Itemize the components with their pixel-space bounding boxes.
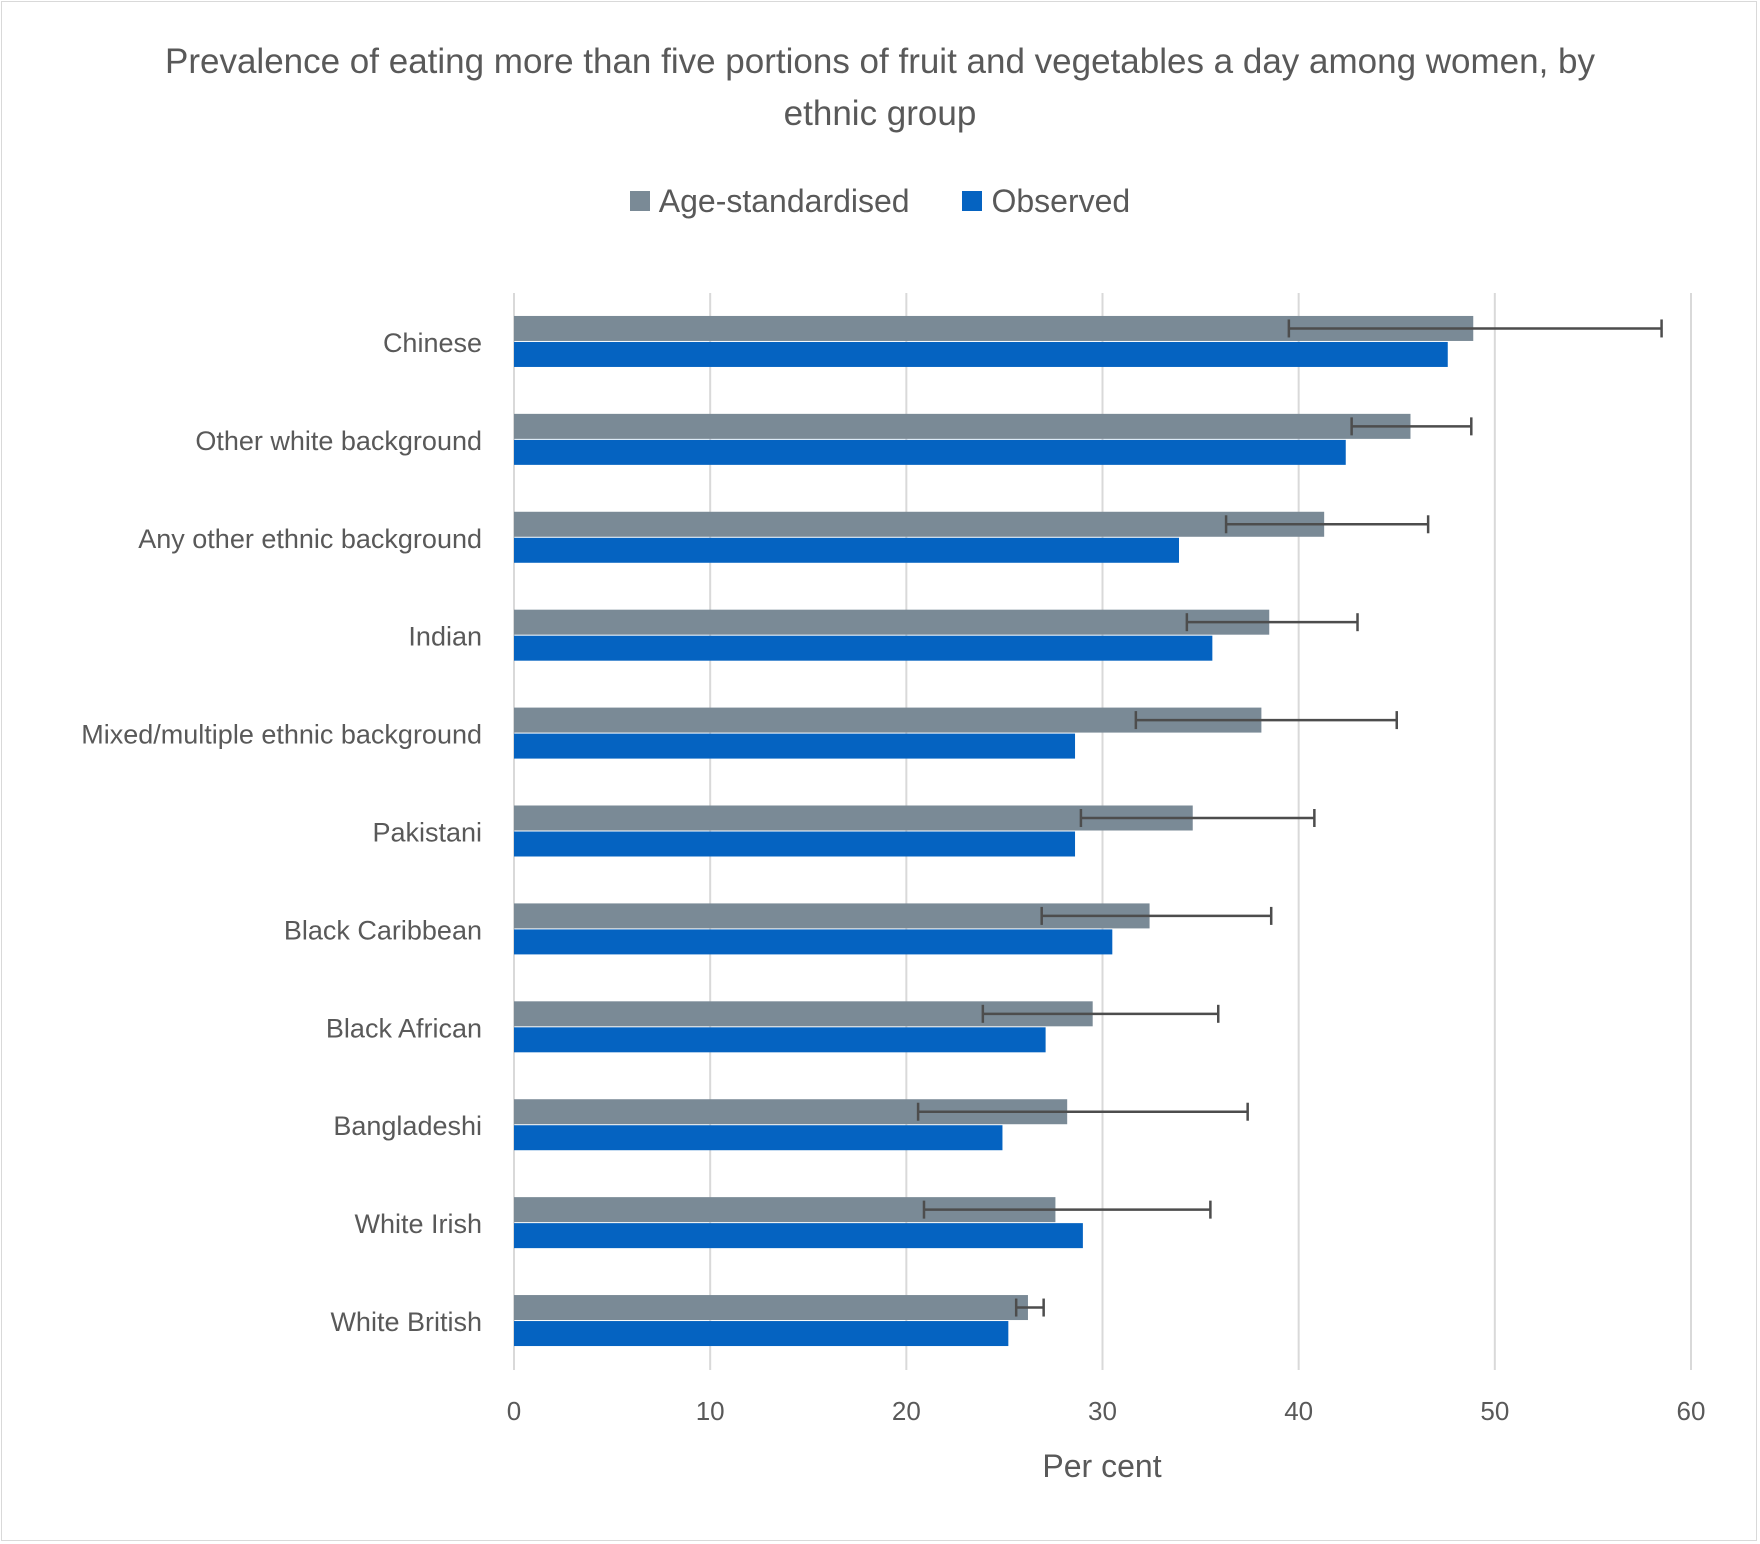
bar-observed-black-caribbean xyxy=(514,929,1113,955)
category-label-black-caribbean: Black Caribbean xyxy=(284,915,482,945)
error-bar-black-caribbean xyxy=(1040,906,1273,925)
category-label-indian: Indian xyxy=(408,622,482,652)
bar-age-standardised-pakistani xyxy=(514,805,1193,831)
x-tick-10: 10 xyxy=(696,1396,725,1426)
error-bar-white-irish xyxy=(922,1200,1212,1219)
error-bar-pakistani xyxy=(1079,809,1316,827)
legend-item-age-standardised: Age-standardised xyxy=(629,182,910,220)
bar-observed-chinese xyxy=(514,341,1448,367)
bar-observed-white-irish xyxy=(514,1223,1083,1249)
error-bar-mixed-multiple-ethnic-background xyxy=(1134,711,1398,730)
bar-age-standardised-indian xyxy=(514,609,1270,635)
category-label-any-other-ethnic-background: Any other ethnic background xyxy=(138,524,482,554)
legend-swatch-age-standardised xyxy=(629,191,650,211)
x-tick-30: 30 xyxy=(1088,1396,1117,1426)
legend-swatch-observed xyxy=(962,191,983,211)
error-bar-any-other-ethnic-background xyxy=(1224,515,1430,534)
error-bar-black-african xyxy=(981,1004,1220,1023)
bar-age-standardised-other-white-background xyxy=(514,413,1411,439)
error-bar-bangladeshi xyxy=(916,1102,1249,1121)
category-label-white-british: White British xyxy=(330,1307,482,1337)
bar-observed-indian xyxy=(514,635,1213,661)
x-tick-0: 0 xyxy=(507,1396,521,1426)
category-labels: Chinese Other white background Any other e… xyxy=(81,328,482,1337)
category-label-other-white-background: Other white background xyxy=(195,426,482,456)
bar-observed-other-white-background xyxy=(514,439,1346,465)
error-bars xyxy=(916,319,1663,1317)
legend-item-observed: Observed xyxy=(962,183,1130,220)
category-label-pakistani: Pakistani xyxy=(372,818,482,848)
chart-legend: Age-standardised Observed xyxy=(0,182,1760,220)
x-tick-20: 20 xyxy=(892,1396,921,1426)
x-tick-50: 50 xyxy=(1480,1396,1509,1426)
bar-observed-black-african xyxy=(514,1027,1046,1053)
bar-observed-white-british xyxy=(514,1321,1009,1347)
chart-title: Prevalence of eating more than five port… xyxy=(164,42,1595,133)
category-label-chinese: Chinese xyxy=(383,328,482,358)
bar-observed-bangladeshi xyxy=(514,1125,1003,1151)
bar-observed-pakistani xyxy=(514,831,1076,857)
category-label-bangladeshi: Bangladeshi xyxy=(333,1111,482,1141)
error-bar-indian xyxy=(1185,613,1359,632)
bar-age-standardised-white-british xyxy=(514,1295,1028,1321)
category-label-mixed-multiple-ethnic-background: Mixed/multiple ethnic background xyxy=(81,720,482,750)
bar-age-standardised-any-other-ethnic-background xyxy=(514,511,1325,537)
bar-observed-mixed-multiple-ethnic-background xyxy=(514,733,1076,759)
category-label-white-irish: White Irish xyxy=(354,1209,482,1239)
x-axis-label: Per cent xyxy=(1042,1448,1161,1484)
bar-observed-any-other-ethnic-background xyxy=(514,537,1180,563)
error-bar-chinese xyxy=(1287,319,1663,338)
legend-label-observed: Observed xyxy=(991,182,1131,219)
x-tick-40: 40 xyxy=(1284,1396,1313,1426)
x-tick-labels: 0 10 20 30 40 50 60 xyxy=(507,1396,1706,1426)
legend-label-age-standardised: Age-standardised xyxy=(658,182,910,219)
bars xyxy=(514,315,1474,1347)
x-tick-60: 60 xyxy=(1677,1396,1706,1426)
error-bar-other-white-background xyxy=(1350,417,1473,436)
error-bar-white-british xyxy=(1014,1298,1045,1317)
category-label-black-african: Black African xyxy=(326,1013,482,1043)
